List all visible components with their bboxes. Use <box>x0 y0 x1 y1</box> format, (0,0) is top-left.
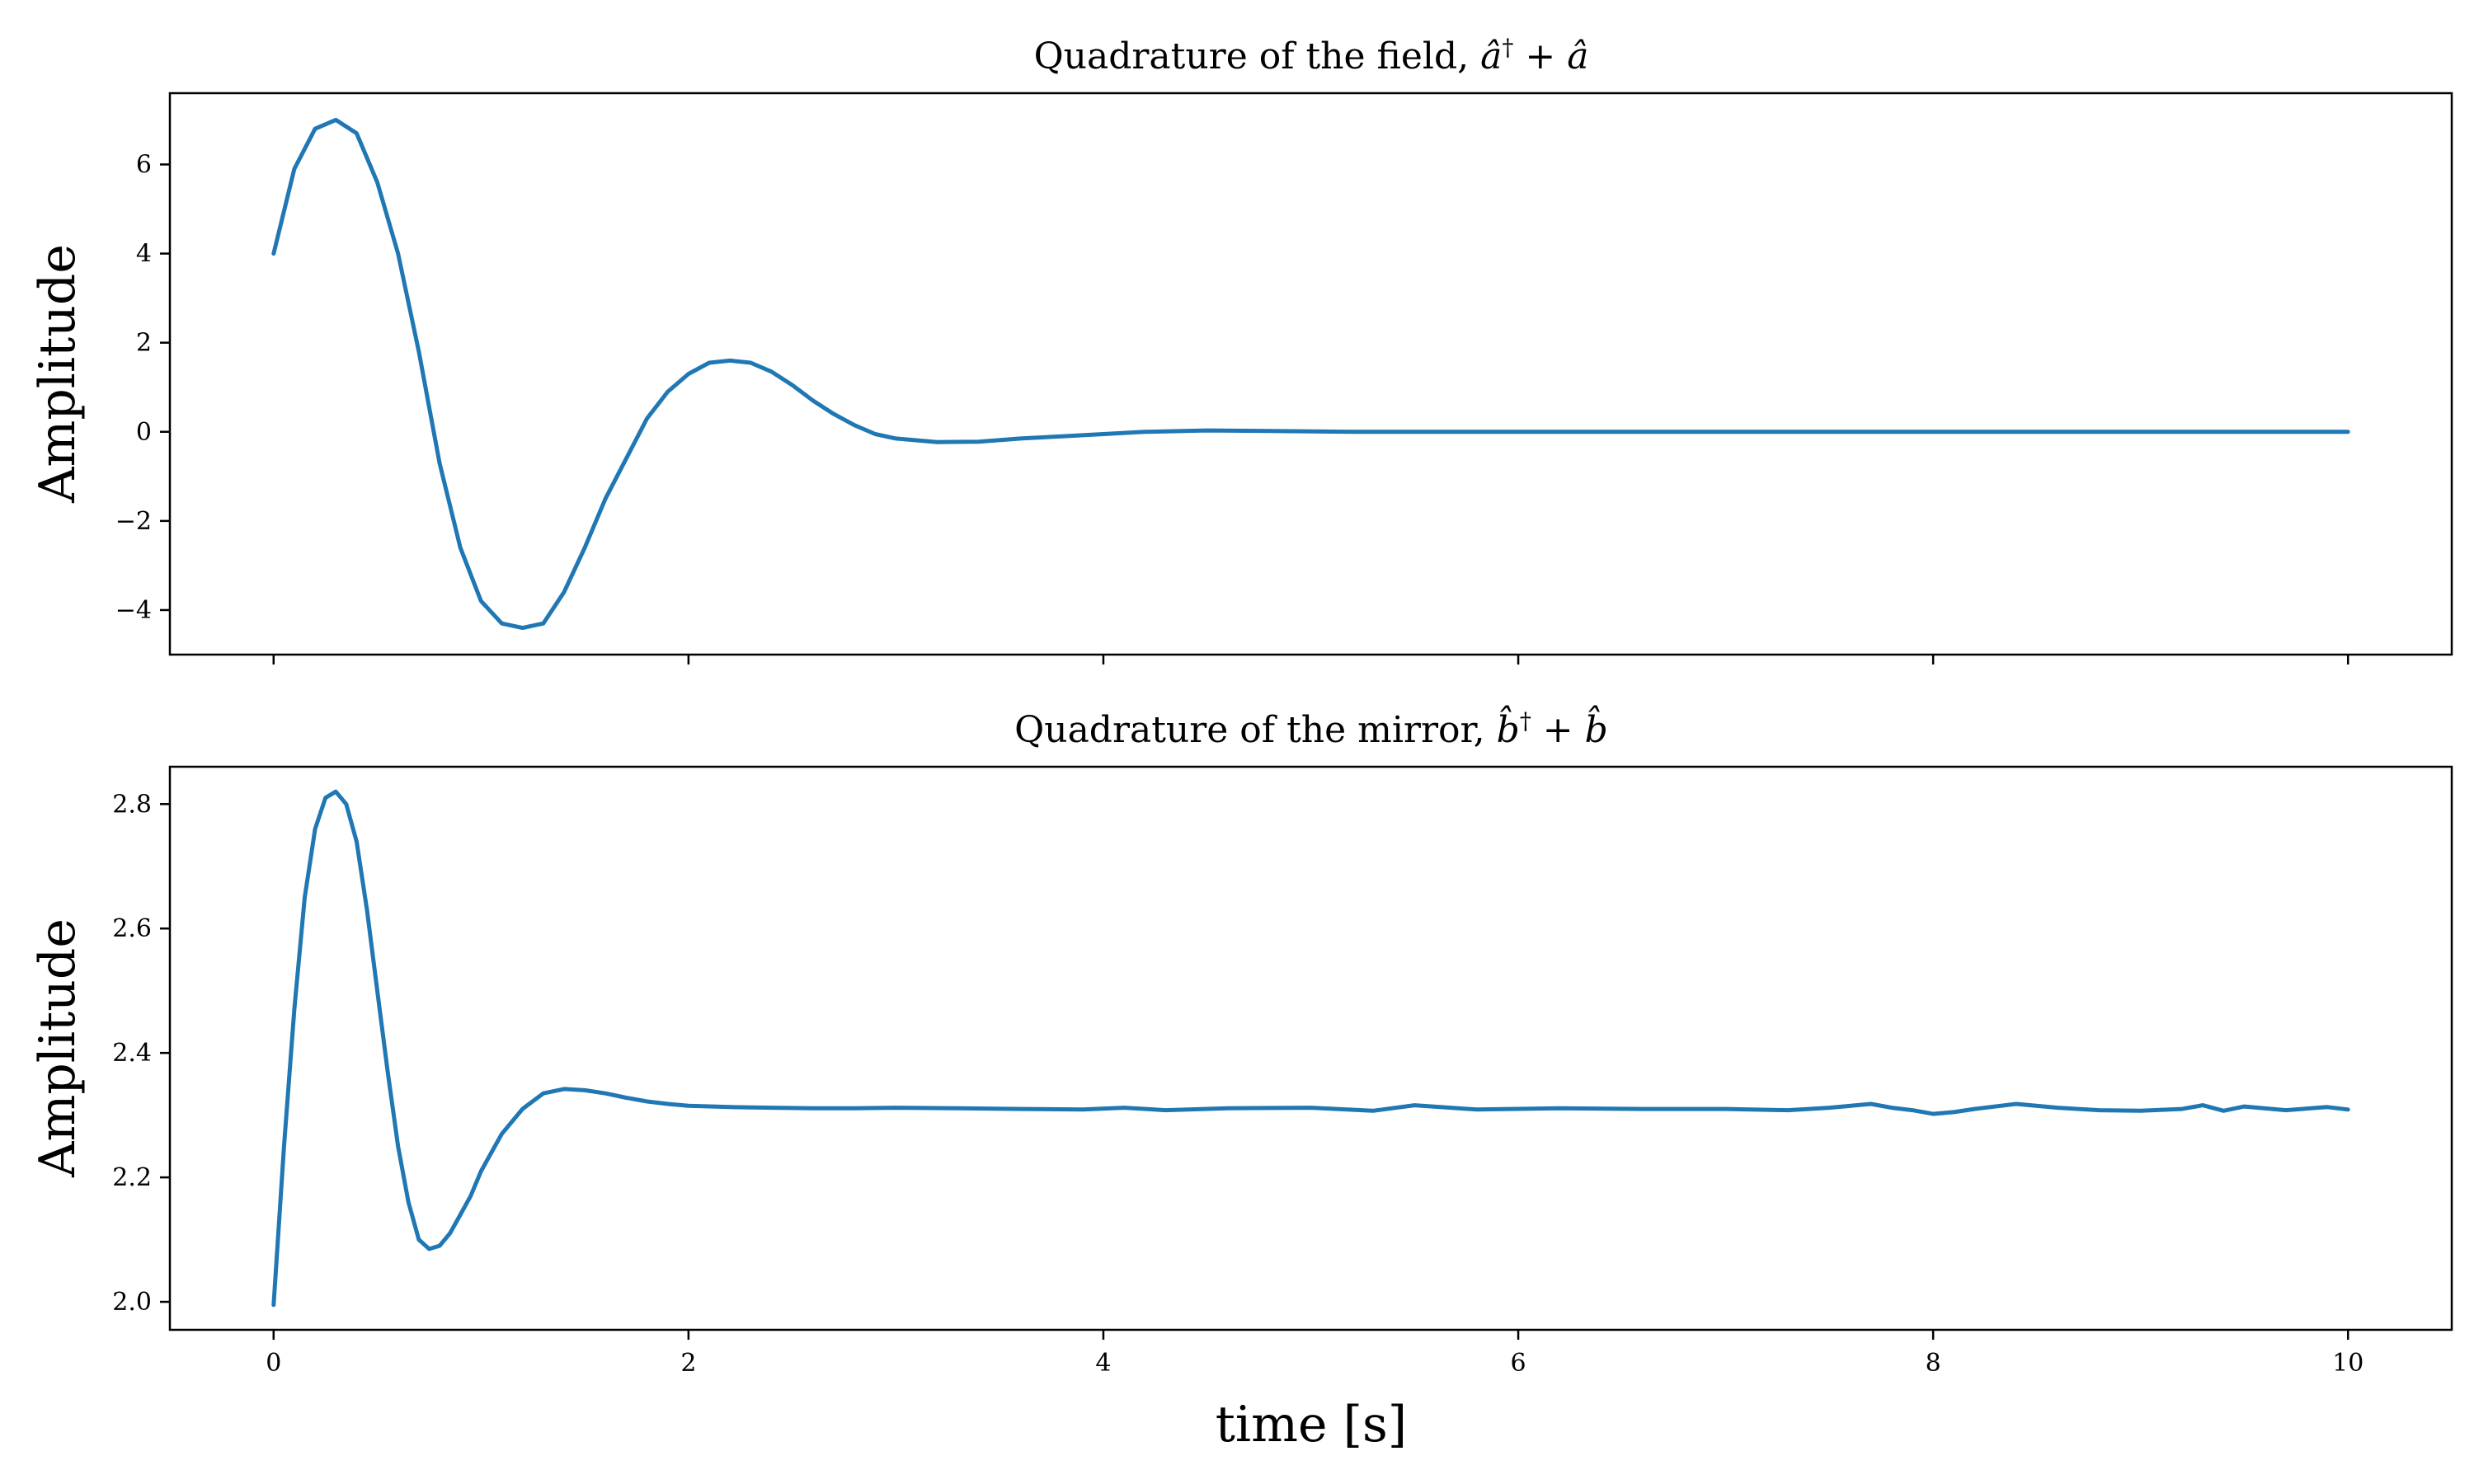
field-y-tick-label: 0 <box>136 418 152 447</box>
field-y-axis-label: Amplitude <box>29 244 87 504</box>
field-axes-frame <box>168 92 2453 656</box>
x-axis-label: time [s] <box>1216 1396 1407 1453</box>
field-y-ticks: −4 −2 0 2 4 6 <box>115 150 170 625</box>
subplot-mirror: Quadrature of the mirror, b̂† + b̂ 2.02.… <box>29 703 2453 1453</box>
mirror-y-tick-label: 2.8 <box>112 790 152 819</box>
mirror-y-tick-label: 2.6 <box>112 914 152 943</box>
field-y-tick-label: −2 <box>115 507 152 536</box>
field-y-tick-label: 6 <box>136 150 152 179</box>
mirror-series-line <box>271 789 2350 1308</box>
field-y-tick-label: 4 <box>136 240 152 269</box>
mirror-x-tick-label: 2 <box>680 1349 696 1378</box>
mirror-x-tick-label: 4 <box>1095 1349 1111 1378</box>
field-x-ticks <box>272 655 2349 665</box>
mirror-x-tick-label: 0 <box>266 1349 281 1378</box>
mirror-x-ticks: 0 2 4 6 8 10 <box>266 1330 2363 1378</box>
mirror-y-tick-label: 2.2 <box>112 1163 152 1192</box>
mirror-chart-title: Quadrature of the mirror, b̂† + b̂ <box>1014 703 1608 751</box>
mirror-axes-frame <box>168 765 2453 1331</box>
mirror-x-tick-label: 6 <box>1510 1349 1526 1378</box>
mirror-y-ticks: 2.0 2.2 2.4 2.6 2.8 <box>112 790 170 1317</box>
field-chart-title: Quadrature of the field, â† + â <box>1034 34 1589 78</box>
mirror-x-tick-label: 8 <box>1926 1349 1941 1378</box>
mirror-y-tick-label: 2.0 <box>112 1288 152 1317</box>
field-y-tick-label: 2 <box>136 329 152 358</box>
mirror-y-tick-label: 2.4 <box>112 1039 152 1068</box>
mirror-x-tick-label: 10 <box>2332 1349 2363 1378</box>
mirror-y-axis-label: Amplitude <box>29 918 87 1178</box>
field-y-tick-label: −4 <box>115 596 152 625</box>
subplot-field: Quadrature of the field, â† + â −4 −2 0 2 4 6… <box>29 34 2453 665</box>
field-series-line <box>271 117 2350 631</box>
